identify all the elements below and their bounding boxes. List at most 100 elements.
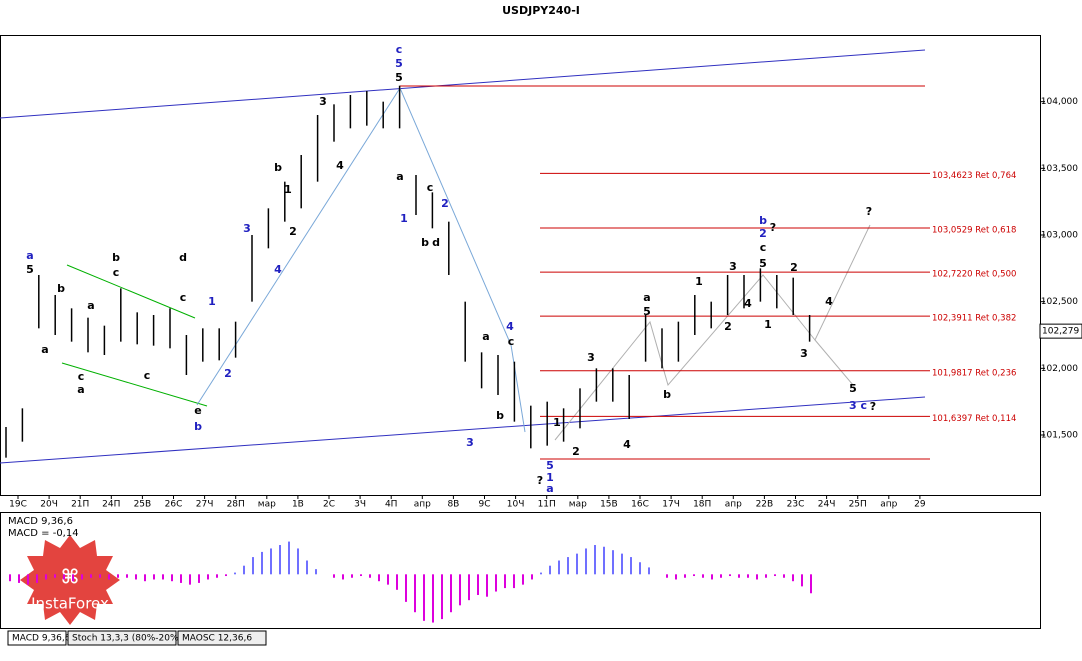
price-tag [1039,323,1082,339]
wave-label: 1 [553,416,561,429]
wave-label: 1 [546,471,554,484]
wave-label: c [760,241,767,254]
wave-label: 3 [800,347,808,360]
wave-label: b [759,214,767,227]
wave-label: 5 [546,459,554,472]
price-tag-label: 102,279 [1042,327,1079,337]
fib-label: 101,9817 Ret 0,236 [932,368,1016,378]
x-tick-label: апр [880,500,897,510]
x-tick-label: 1В [292,500,304,510]
wave-line [814,339,854,386]
wave-label: 1 [208,295,216,308]
wave-label: 5 [395,57,403,70]
wave-label: e [194,404,201,417]
wave-label: a [41,343,48,356]
wave-label: c [180,291,187,304]
wave-label: 2 [724,320,732,333]
fib-label: 102,3911 Ret 0,382 [932,314,1016,324]
chart-title: USDJPY240-I [502,4,580,17]
x-tick-label: 4П [385,500,398,510]
x-tick-label: 25В [134,500,152,510]
y-tick-label: 104,000 [1041,97,1078,107]
wave-label: 2 [790,261,798,274]
x-tick-label: 15В [600,500,618,510]
wave-label: 4 [744,297,752,310]
channel-line [66,264,196,319]
x-tick-label: 20Ч [40,500,58,510]
logo-text: InstaForex [31,595,109,613]
wave-label: c [144,369,151,382]
x-tick-label: 22В [756,500,774,510]
wave-label: ? [770,221,776,234]
wave-label: 3 c [849,399,867,412]
wave-label: 1 [764,318,772,331]
wave-label: c [508,335,515,348]
fib-label: 102,7220 Ret 0,500 [932,270,1016,280]
wave-label: d [179,251,187,264]
x-tick-label: 8В [447,500,459,510]
indicator-tab-label: Stoch 13,3,3 (80%-20%) [72,634,182,644]
x-tick-label: 11П [538,500,556,510]
x-tick-label: 3Ч [354,500,366,510]
wave-label: b [194,420,202,433]
indicator-tab [177,630,267,646]
wave-label: 5 [395,71,403,84]
wave-label: ? [870,400,876,413]
macd-value: MACD = -0,14 [8,528,79,539]
wave-label: b [57,282,65,295]
indicator-tab [7,630,67,646]
x-tick-label: мар [258,500,276,510]
channel-line [61,362,208,407]
x-tick-label: 19С [9,500,27,510]
wave-label: 5 [26,263,34,276]
x-tick-label: 10Ч [507,500,525,510]
wave-label: 1 [284,183,292,196]
wave-label: c [78,370,85,383]
wave-label: 4 [506,320,514,333]
wave-label: a [77,383,84,396]
x-tick-label: 24Ч [818,500,836,510]
drawings [0,49,930,464]
wave-label: ? [866,205,872,218]
indicator-tab-label: MACD 9,36,6 [12,634,71,644]
x-tick-label: 9С [478,500,490,510]
wave-label: 1 [400,212,408,225]
x-tick-label: мар [569,500,587,510]
wave-label: 2 [441,197,449,210]
logo-badge [20,535,120,625]
wave-label: 3 [243,222,251,235]
wave-label: b [421,236,429,249]
wave-label: 5 [849,382,857,395]
channel-line [0,49,926,119]
wave-label: 2 [289,225,297,238]
wave-label: b [112,251,120,264]
x-tick-label: 23С [787,500,805,510]
indicator-tab-label: MAOSC 12,36,6 [182,634,252,644]
wave-label: b [496,409,504,422]
wave-label: a [26,249,33,262]
x-tick-label: 28П [227,500,245,510]
wave-label: 4 [623,438,631,451]
x-tick-label: 27Ч [196,500,214,510]
y-tick-label: 102,500 [1041,297,1078,307]
wave-label: d [432,236,440,249]
price-frame [0,35,1041,496]
wave-label: 4 [825,295,833,308]
wave-label: c [427,181,434,194]
x-tick-label: 25П [849,500,867,510]
y-tick-label: 102,000 [1041,364,1078,374]
logo-icon: ⌘ [61,565,80,589]
wave-label: b [274,161,282,174]
wave-label: c [113,266,120,279]
x-tick-label: 18П [693,500,711,510]
y-tick-label: 103,500 [1041,164,1078,174]
wave-label: 5 [643,305,651,318]
x-tick-label: 2С [323,500,335,510]
x-tick-label: 29 [914,500,926,510]
wave-label: c [396,43,403,56]
logo: InstaForex ⌘ [20,535,120,625]
fib-label: 101,6397 Ret 0,114 [932,414,1016,424]
wave-label: 5 [759,257,767,270]
